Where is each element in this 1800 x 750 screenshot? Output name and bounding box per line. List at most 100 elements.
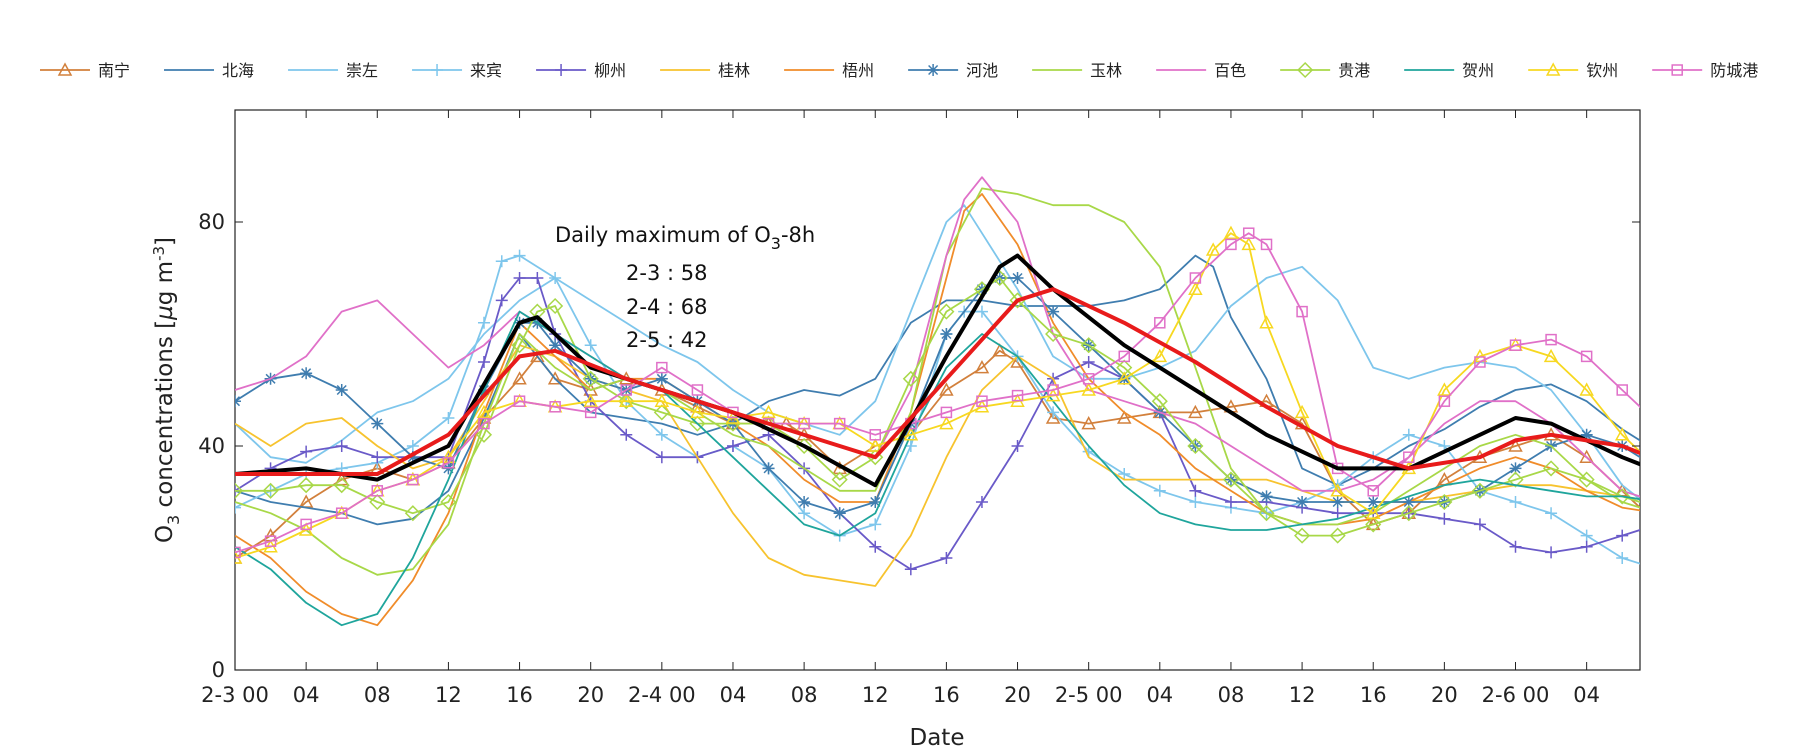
data-point <box>833 417 846 430</box>
data-point <box>1652 518 1664 529</box>
data-point <box>1296 496 1309 508</box>
data-point <box>1471 482 1488 499</box>
data-point <box>1330 483 1345 497</box>
x-tick-label: 2-4 00 <box>628 683 696 707</box>
series-line <box>235 349 1640 559</box>
data-point <box>1614 427 1630 441</box>
data-point <box>1118 468 1131 480</box>
y-tick-label: 80 <box>198 210 225 234</box>
data-point <box>335 384 348 396</box>
data-point <box>1296 305 1308 318</box>
legend-label: 玉林 <box>1090 61 1122 80</box>
data-point <box>1260 490 1273 503</box>
data-point <box>1436 493 1453 511</box>
data-point <box>869 518 882 531</box>
data-point <box>1579 382 1594 396</box>
data-point <box>1687 479 1699 490</box>
data-point <box>477 356 490 368</box>
legend-label: 百色 <box>1214 61 1246 80</box>
data-point <box>691 384 704 396</box>
data-point <box>1580 540 1593 553</box>
data-point <box>1723 563 1735 575</box>
x-tick-label: 12 <box>435 683 462 707</box>
annotation-line-3: 2-5 : 42 <box>626 328 707 352</box>
data-point <box>1758 574 1770 585</box>
data-point <box>1222 471 1240 488</box>
legend-label: 南宁 <box>98 61 130 80</box>
series-line <box>235 232 1640 554</box>
annotation-line-2: 2-4 : 68 <box>626 295 707 319</box>
data-point <box>654 393 670 407</box>
data-point <box>1758 479 1770 491</box>
data-point <box>1437 382 1452 396</box>
data-point <box>1116 410 1132 424</box>
data-point <box>476 404 492 419</box>
x-tick-label: 12 <box>862 683 889 707</box>
data-point <box>869 429 882 441</box>
data-point <box>1509 496 1522 508</box>
x-tick-label: 04 <box>1573 683 1600 707</box>
data-point <box>547 371 563 385</box>
data-point <box>1578 471 1595 488</box>
legend-label: 北海 <box>222 61 254 80</box>
data-point <box>369 493 386 511</box>
data-point <box>1331 507 1344 520</box>
data-point <box>761 404 776 419</box>
legend-label: 桂林 <box>718 61 750 80</box>
data-point <box>975 496 988 508</box>
data-point <box>620 428 633 441</box>
data-point <box>1151 393 1168 410</box>
data-point <box>440 493 457 511</box>
data-point <box>1758 552 1770 564</box>
data-point <box>300 518 312 531</box>
legend-item: 贵港 <box>1280 61 1370 80</box>
legend-label: 防城港 <box>1710 61 1758 80</box>
data-point <box>1687 569 1699 581</box>
overlay-layer <box>235 253 1640 488</box>
data-point <box>1329 527 1346 544</box>
data-point <box>1082 373 1095 385</box>
data-point <box>582 370 599 387</box>
annotation-line-1: 2-3 : 58 <box>626 261 707 285</box>
legend-label: 钦州 <box>1586 61 1618 80</box>
data-point <box>1543 460 1560 477</box>
series-6 <box>235 193 1640 627</box>
data-point <box>1616 384 1628 396</box>
data-point <box>1688 447 1698 457</box>
x-tick-label: 08 <box>791 683 818 707</box>
data-point <box>1651 501 1665 515</box>
legend-item: 百色 <box>1156 61 1246 80</box>
data-point <box>1508 438 1523 452</box>
data-point <box>904 440 917 452</box>
data-point <box>1189 496 1202 508</box>
series-10 <box>235 269 1665 544</box>
data-point <box>1225 238 1237 251</box>
legend-marker <box>1671 64 1683 76</box>
data-point <box>1241 236 1256 251</box>
data-point <box>371 451 384 464</box>
data-point <box>1794 541 1800 553</box>
data-point <box>547 297 564 315</box>
data-point <box>513 249 526 262</box>
data-point <box>235 482 244 499</box>
data-point <box>406 451 419 464</box>
data-point <box>1260 238 1273 251</box>
data-point <box>262 482 279 499</box>
data-point <box>477 316 490 329</box>
y-tick-label: 40 <box>198 434 225 458</box>
data-point <box>1189 484 1202 497</box>
data-point <box>992 343 1008 357</box>
data-point <box>1205 242 1221 256</box>
data-point <box>1258 505 1275 522</box>
data-point <box>1402 496 1415 508</box>
data-point <box>1794 574 1800 586</box>
data-point <box>235 395 241 408</box>
data-point <box>235 501 241 514</box>
daily-max-annotation: Daily maximum of O3-8h 2-3 : 58 2-4 : 68… <box>555 223 815 352</box>
data-point <box>938 303 955 320</box>
data-point <box>655 451 668 464</box>
data-point <box>653 404 670 421</box>
legend-item: 梧州 <box>784 61 874 80</box>
data-point <box>869 540 882 553</box>
